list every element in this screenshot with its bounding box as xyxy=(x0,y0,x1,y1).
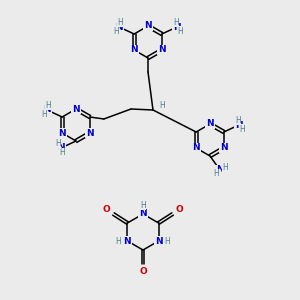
Text: N: N xyxy=(86,128,94,137)
Text: H: H xyxy=(59,148,65,158)
Text: H: H xyxy=(140,200,146,209)
Text: N: N xyxy=(57,143,65,152)
Text: O: O xyxy=(103,206,110,214)
Text: N: N xyxy=(235,121,243,130)
Text: N: N xyxy=(124,236,131,245)
Text: N: N xyxy=(155,236,162,245)
Text: H: H xyxy=(177,27,183,36)
Text: H: H xyxy=(118,17,123,26)
Text: H: H xyxy=(214,169,219,178)
Text: N: N xyxy=(206,119,214,128)
Text: H: H xyxy=(55,140,61,148)
Text: N: N xyxy=(115,22,123,32)
Text: H: H xyxy=(222,164,227,172)
Text: N: N xyxy=(216,166,224,175)
Text: N: N xyxy=(139,209,147,218)
Text: H: H xyxy=(113,27,119,36)
Text: N: N xyxy=(192,143,200,152)
Text: H: H xyxy=(239,124,245,134)
Text: O: O xyxy=(176,206,184,214)
Text: H: H xyxy=(159,101,165,110)
Text: H: H xyxy=(41,110,47,118)
Text: N: N xyxy=(130,46,138,55)
Text: N: N xyxy=(72,104,80,113)
Text: H: H xyxy=(173,17,178,26)
Text: H: H xyxy=(165,238,170,247)
Text: N: N xyxy=(220,143,228,152)
Text: H: H xyxy=(235,116,241,124)
Text: N: N xyxy=(144,22,152,31)
Text: N: N xyxy=(173,22,181,32)
Text: N: N xyxy=(43,106,51,115)
Text: N: N xyxy=(158,46,166,55)
Text: O: O xyxy=(139,268,147,277)
Text: H: H xyxy=(116,238,121,247)
Text: H: H xyxy=(46,100,51,109)
Text: N: N xyxy=(58,128,66,137)
